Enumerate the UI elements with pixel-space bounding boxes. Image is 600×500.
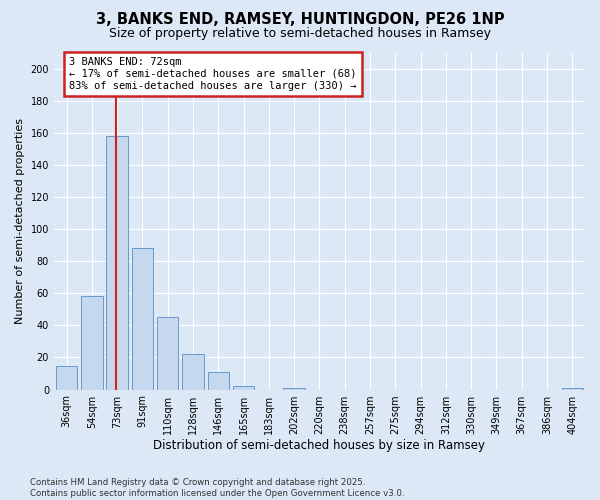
Bar xyxy=(562,388,583,390)
Bar xyxy=(81,296,103,390)
Y-axis label: Number of semi-detached properties: Number of semi-detached properties xyxy=(15,118,25,324)
Text: Size of property relative to semi-detached houses in Ramsey: Size of property relative to semi-detach… xyxy=(109,28,491,40)
Text: 3, BANKS END, RAMSEY, HUNTINGDON, PE26 1NP: 3, BANKS END, RAMSEY, HUNTINGDON, PE26 1… xyxy=(95,12,505,28)
Bar xyxy=(233,386,254,390)
Bar xyxy=(131,248,153,390)
Bar xyxy=(157,318,178,390)
Bar xyxy=(106,136,128,390)
Bar xyxy=(182,354,204,390)
Bar xyxy=(208,372,229,390)
Text: 3 BANKS END: 72sqm
← 17% of semi-detached houses are smaller (68)
83% of semi-de: 3 BANKS END: 72sqm ← 17% of semi-detache… xyxy=(69,58,356,90)
X-axis label: Distribution of semi-detached houses by size in Ramsey: Distribution of semi-detached houses by … xyxy=(154,440,485,452)
Text: Contains HM Land Registry data © Crown copyright and database right 2025.
Contai: Contains HM Land Registry data © Crown c… xyxy=(30,478,404,498)
Bar xyxy=(56,366,77,390)
Bar xyxy=(283,388,305,390)
